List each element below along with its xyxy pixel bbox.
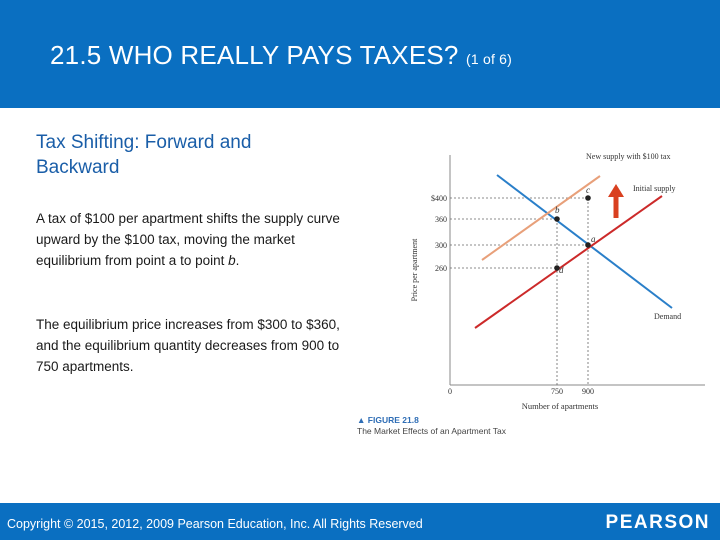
demand-line (496, 174, 673, 309)
slide-title-text: 21.5 WHO REALLY PAYS TAXES? (50, 40, 459, 70)
figure-label-marker: ▲ (357, 415, 368, 425)
y-tick-360: 360 (435, 215, 447, 224)
point-a (585, 242, 591, 248)
point-label-d: d (559, 265, 564, 275)
shift-arrow-head (608, 184, 624, 197)
y-tick-300: 300 (435, 241, 447, 250)
point-c (585, 195, 591, 201)
point-label-a: a (591, 234, 596, 244)
figure-caption: ▲ FIGURE 21.8 The Market Effects of an A… (357, 415, 506, 437)
point-label-b: b (555, 205, 560, 215)
point-label-c: c (586, 185, 590, 195)
paragraph1-point: b (228, 253, 236, 268)
label-demand: Demand (654, 312, 681, 321)
figure-label: FIGURE 21.8 (367, 415, 419, 425)
figure-caption-text: The Market Effects of an Apartment Tax (357, 426, 506, 436)
point-d (554, 265, 560, 271)
slide-footer: Copyright © 2015, 2012, 2009 Pearson Edu… (0, 503, 720, 540)
slide-title-part: (1 of 6) (466, 51, 512, 67)
copyright-text: Copyright © 2015, 2012, 2009 Pearson Edu… (7, 517, 423, 531)
point-b (554, 216, 560, 222)
paragraph1-text: A tax of $100 per apartment shifts the s… (36, 211, 340, 268)
y-tick-400: $400 (431, 194, 447, 203)
slide-subtitle: Tax Shifting: Forward and Backward (36, 132, 252, 178)
slide-title: 21.5 WHO REALLY PAYS TAXES? (1 of 6) (50, 40, 512, 71)
label-new-supply: New supply with $100 tax (586, 152, 670, 161)
initial-supply-line (474, 195, 663, 329)
paragraph-equilibrium-change: The equilibrium price increases from $30… (36, 317, 340, 374)
label-initial-supply: Initial supply (633, 184, 675, 193)
y-tick-260: 260 (435, 264, 447, 273)
paragraph-tax-shift: A tax of $100 per apartment shifts the s… (36, 208, 348, 271)
x-tick-0: 0 (448, 387, 452, 396)
paragraph1-end: . (235, 253, 240, 268)
x-tick-900: 900 (582, 387, 594, 396)
slide-header: 21.5 WHO REALLY PAYS TAXES? (1 of 6) (0, 0, 720, 108)
pearson-logo: PEARSON (605, 512, 710, 533)
new-supply-line (481, 175, 601, 261)
x-axis-label: Number of apartments (522, 401, 598, 411)
y-axis-label: Price per apartment (410, 238, 419, 301)
x-tick-750: 750 (551, 387, 563, 396)
tax-chart: a b c d $400 360 300 260 0 750 900 Numbe… (400, 140, 720, 430)
